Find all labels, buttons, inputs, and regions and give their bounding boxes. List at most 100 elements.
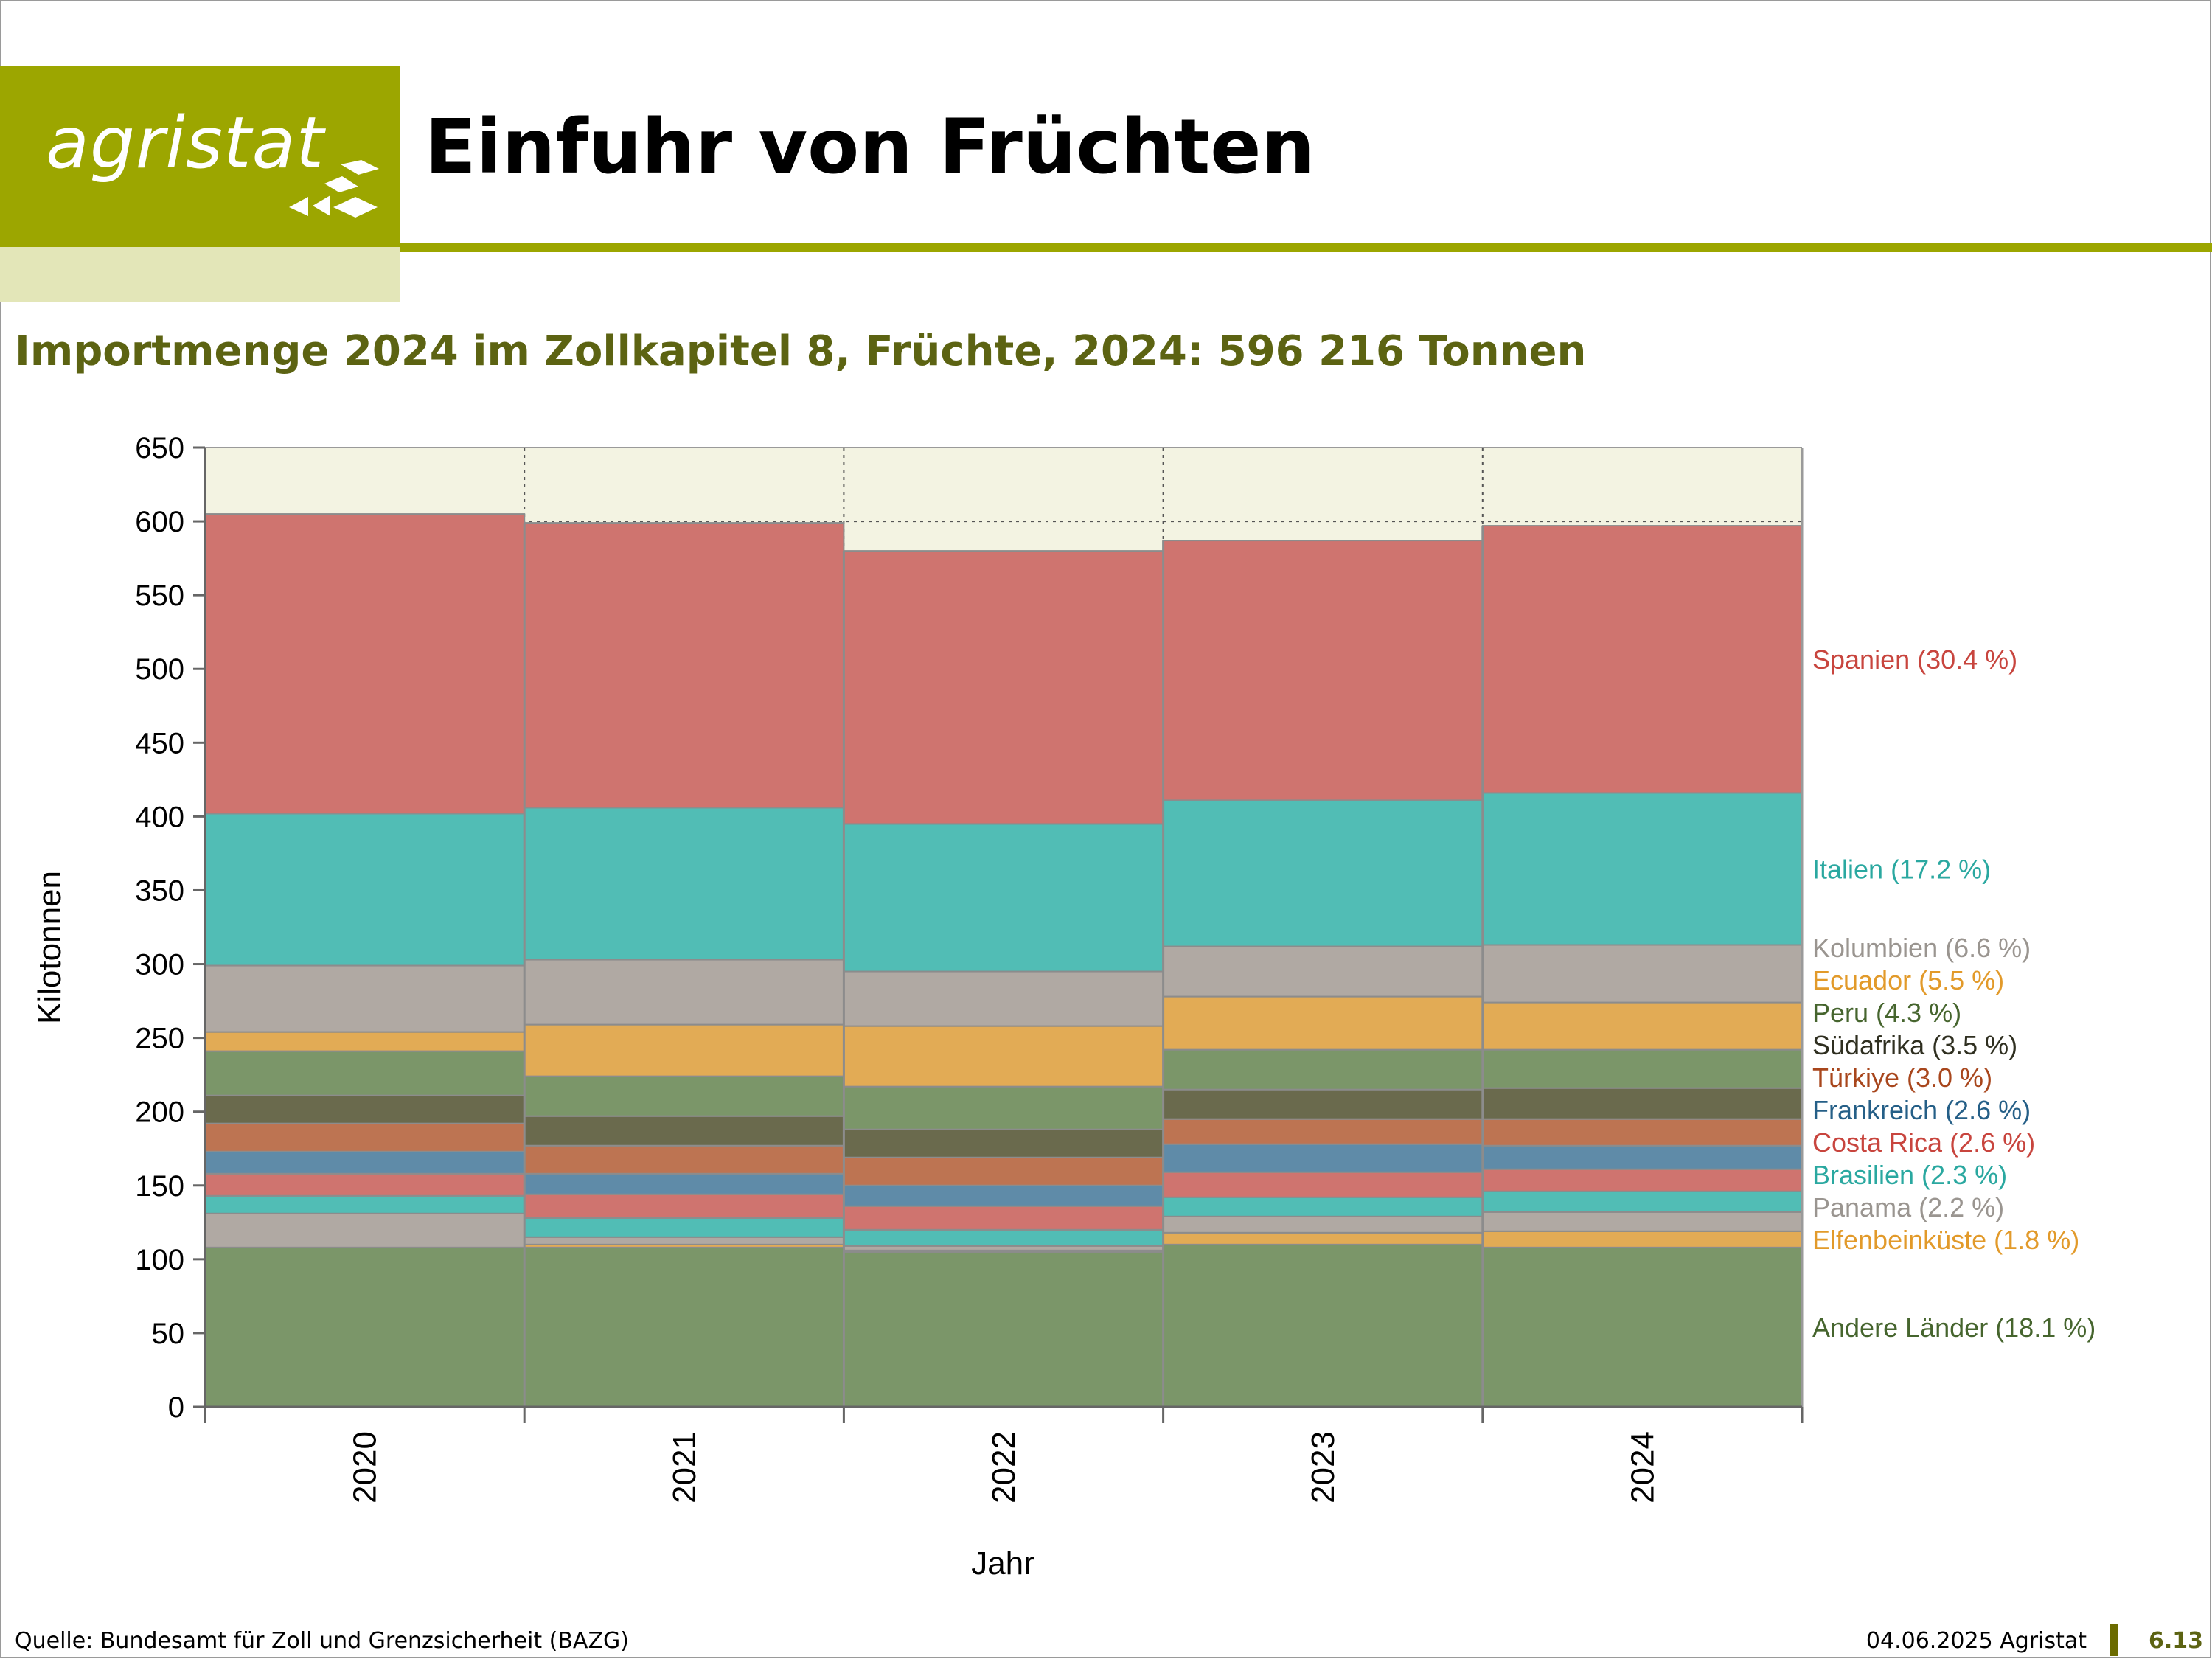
bar-segment (204, 1122, 526, 1152)
bar-segment (1162, 540, 1484, 801)
agristat-logo-text: agristat (46, 102, 325, 184)
y-tick-label: 300 (135, 949, 184, 981)
legend-label: Andere Länder (18.1 %) (1812, 1312, 2096, 1343)
bar-segment (1481, 944, 1804, 1004)
bar-segment (204, 1050, 526, 1096)
y-tick-label: 600 (135, 506, 184, 538)
bar-segment (1162, 1215, 1484, 1234)
agristat-logo-icon (289, 160, 379, 218)
legend-label: Brasilien (2.3 %) (1812, 1160, 2007, 1190)
y-tick-label: 150 (135, 1170, 184, 1203)
bar-segment (1162, 1088, 1484, 1120)
legend-label: Spanien (30.4 %) (1812, 644, 2017, 675)
bar-segment (524, 1115, 845, 1147)
bar-segment (1481, 1144, 1804, 1170)
legend-label: Südafrika (3.5 %) (1812, 1030, 2017, 1060)
bar-segment (843, 823, 1164, 973)
bar-segment (843, 1251, 1164, 1408)
y-tick-label: 650 (135, 432, 184, 465)
page-title: Einfuhr von Früchten (425, 103, 1315, 191)
legend-label: Frankreich (2.6 %) (1812, 1095, 2031, 1125)
footer-date: 04.06.2025 Agristat (1865, 1628, 2087, 1654)
bar-segment (1162, 1243, 1484, 1408)
bar-segment (1481, 1048, 1804, 1089)
bar-segment (843, 1025, 1164, 1088)
bar-segment (204, 1094, 526, 1124)
y-tick-label: 50 (152, 1318, 185, 1350)
bar-segment (524, 522, 845, 809)
bar-segment (1481, 1246, 1804, 1408)
legend-label: Peru (4.3 %) (1812, 998, 1961, 1028)
bar-segment (204, 1194, 526, 1214)
y-tick-label: 450 (135, 727, 184, 759)
bar-segment (1481, 1001, 1804, 1051)
bar-segment (843, 1128, 1164, 1158)
source-note: Quelle: Bundesamt für Zoll und Grenzsich… (15, 1628, 629, 1654)
y-tick-label: 0 (168, 1391, 184, 1424)
bar-segment (524, 1144, 845, 1175)
y-tick-label: 250 (135, 1023, 184, 1055)
stacked-bar-chart: 0 50 100 150 200 250 300 350 400 450 500 550 600 650 2… (32, 432, 2096, 1582)
bar-segment (524, 1217, 845, 1238)
bar-segment (1481, 1211, 1804, 1232)
bar-segment (204, 1246, 526, 1408)
y-tick-label: 500 (135, 653, 184, 686)
legend-label: Kolumbien (6.6 %) (1812, 933, 2031, 963)
bar-segment (524, 807, 845, 961)
x-tick-label: 2022 (986, 1431, 1022, 1503)
footer-separator (2110, 1624, 2118, 1656)
bar-segment (524, 1246, 845, 1408)
bar-segment (204, 813, 526, 967)
y-tick-label: 550 (135, 580, 184, 612)
bar-segment (1481, 525, 1804, 794)
bar-segment (1481, 1168, 1804, 1192)
bar-segment (1481, 1118, 1804, 1147)
bar-segment (843, 1205, 1164, 1231)
bar-segment (843, 1184, 1164, 1207)
y-tick-label: 400 (135, 801, 184, 833)
bar-segment (204, 513, 526, 815)
bar-segment (1481, 1190, 1804, 1213)
bar-segment (524, 1023, 845, 1077)
legend-label: Ecuador (5.5 %) (1812, 965, 2004, 995)
bar-segment (524, 1075, 845, 1117)
bar-segment (843, 1085, 1164, 1130)
bar-segment (843, 550, 1164, 825)
bar-segment (843, 1228, 1164, 1247)
bar-segment (204, 1212, 526, 1248)
bar-segment (1162, 799, 1484, 947)
x-axis-title: Jahr (971, 1545, 1034, 1582)
bar-segment (1162, 1231, 1484, 1245)
bar-segment (524, 1236, 845, 1245)
page-number: 6.13 (2149, 1628, 2204, 1654)
bar-segment (524, 959, 845, 1026)
bar-segment (204, 1031, 526, 1052)
bar-segment (204, 1172, 526, 1197)
header-rule (400, 243, 2212, 252)
y-axis-title: Kilotonnen (32, 871, 68, 1024)
bar-segment (843, 970, 1164, 1027)
legend-label: Elfenbeinküste (1.8 %) (1812, 1225, 2079, 1255)
x-tick-label: 2023 (1305, 1431, 1341, 1503)
bar-segment (1162, 995, 1484, 1051)
bar-segment (1162, 945, 1484, 998)
bar-segment (1481, 1087, 1804, 1120)
bar-segment (204, 964, 526, 1033)
bar-segment (1162, 1196, 1484, 1217)
x-tick-label: 2021 (667, 1431, 703, 1503)
bar-segment (524, 1193, 845, 1219)
bar-segment (1162, 1118, 1484, 1145)
logo-underbar (0, 247, 400, 302)
bar-segment (1481, 1230, 1804, 1248)
logo-banner (0, 66, 400, 247)
x-tick-label: 2024 (1624, 1431, 1660, 1503)
x-tick-label: 2020 (347, 1431, 383, 1503)
bar-segment (1162, 1171, 1484, 1198)
chart-subtitle: Importmenge 2024 im Zollkapitel 8, Früch… (15, 327, 1587, 375)
y-tick-label: 200 (135, 1096, 184, 1129)
y-tick-label: 350 (135, 874, 184, 907)
bar-segment (204, 1150, 526, 1175)
legend-label: Costa Rica (2.6 %) (1812, 1127, 2035, 1158)
bar-segment (1162, 1048, 1484, 1091)
